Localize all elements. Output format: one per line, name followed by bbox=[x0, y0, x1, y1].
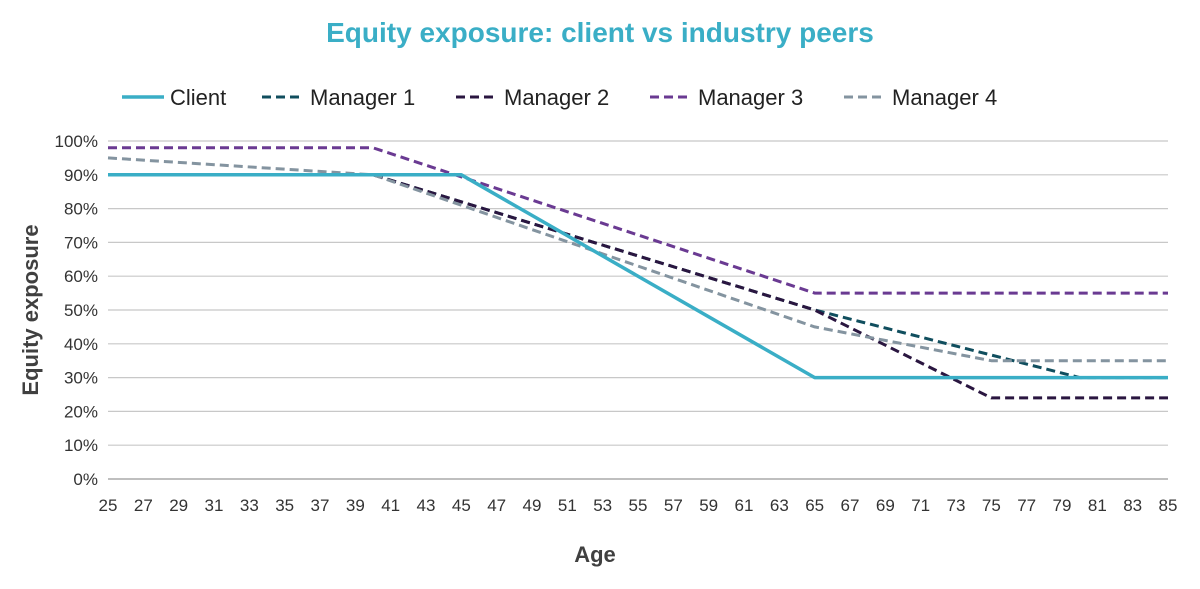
y-axis-title: Equity exposure bbox=[18, 224, 43, 395]
x-tick-label: 51 bbox=[558, 496, 577, 515]
x-tick-label: 29 bbox=[169, 496, 188, 515]
x-tick-label: 71 bbox=[911, 496, 930, 515]
x-tick-label: 77 bbox=[1017, 496, 1036, 515]
x-tick-label: 47 bbox=[487, 496, 506, 515]
y-tick-label: 100% bbox=[55, 132, 98, 151]
x-tick-label: 25 bbox=[99, 496, 118, 515]
legend-label: Client bbox=[170, 85, 226, 110]
y-tick-label: 0% bbox=[73, 470, 98, 489]
y-tick-label: 30% bbox=[64, 369, 98, 388]
x-axis-ticks: 25 27 29 31 33 35 37 39 41 43 45 47 49 51 53 55 57 59 61 63… bbox=[99, 496, 1178, 515]
series-line-manager-3 bbox=[108, 146, 1168, 295]
y-tick-label: 20% bbox=[64, 402, 98, 421]
x-tick-label: 35 bbox=[275, 496, 294, 515]
gridlines bbox=[108, 140, 1168, 480]
x-tick-label: 61 bbox=[735, 496, 754, 515]
x-tick-label: 85 bbox=[1159, 496, 1178, 515]
x-tick-label: 31 bbox=[205, 496, 224, 515]
x-tick-label: 45 bbox=[452, 496, 471, 515]
chart-title: Equity exposure: client vs industry peer… bbox=[326, 17, 874, 48]
x-tick-label: 81 bbox=[1088, 496, 1107, 515]
x-tick-label: 53 bbox=[593, 496, 612, 515]
y-tick-label: 10% bbox=[64, 436, 98, 455]
series-line-client bbox=[108, 173, 1168, 380]
y-tick-label: 60% bbox=[64, 267, 98, 286]
y-tick-label: 40% bbox=[64, 335, 98, 354]
x-tick-label: 73 bbox=[947, 496, 966, 515]
x-tick-label: 57 bbox=[664, 496, 683, 515]
legend-label: Manager 3 bbox=[698, 85, 803, 110]
x-tick-label: 39 bbox=[346, 496, 365, 515]
x-tick-label: 49 bbox=[523, 496, 542, 515]
x-tick-label: 83 bbox=[1123, 496, 1142, 515]
x-tick-label: 75 bbox=[982, 496, 1001, 515]
x-tick-label: 79 bbox=[1053, 496, 1072, 515]
y-tick-label: 70% bbox=[64, 233, 98, 252]
legend-label: Manager 1 bbox=[310, 85, 415, 110]
x-tick-label: 27 bbox=[134, 496, 153, 515]
x-tick-label: 41 bbox=[381, 496, 400, 515]
legend-label: Manager 2 bbox=[504, 85, 609, 110]
x-tick-label: 59 bbox=[699, 496, 718, 515]
x-tick-label: 43 bbox=[417, 496, 436, 515]
legend-label: Manager 4 bbox=[892, 85, 997, 110]
y-axis-ticks: 0% 10% 20% 30% 40% 50% 60% 70% 80% 90% 100% bbox=[55, 132, 98, 489]
x-tick-label: 55 bbox=[629, 496, 648, 515]
series-lines bbox=[107, 146, 1168, 400]
x-tick-label: 69 bbox=[876, 496, 895, 515]
x-axis-title: Age bbox=[574, 542, 616, 567]
x-tick-label: 65 bbox=[805, 496, 824, 515]
y-tick-label: 80% bbox=[64, 200, 98, 219]
y-tick-label: 90% bbox=[64, 166, 98, 185]
x-tick-label: 63 bbox=[770, 496, 789, 515]
y-tick-label: 50% bbox=[64, 301, 98, 320]
x-tick-label: 37 bbox=[311, 496, 330, 515]
x-tick-label: 67 bbox=[841, 496, 860, 515]
series-line-manager-4 bbox=[107, 156, 1168, 363]
x-tick-label: 33 bbox=[240, 496, 259, 515]
legend: Client Manager 1 Manager 2 Manager 3 Manager… bbox=[122, 85, 997, 110]
